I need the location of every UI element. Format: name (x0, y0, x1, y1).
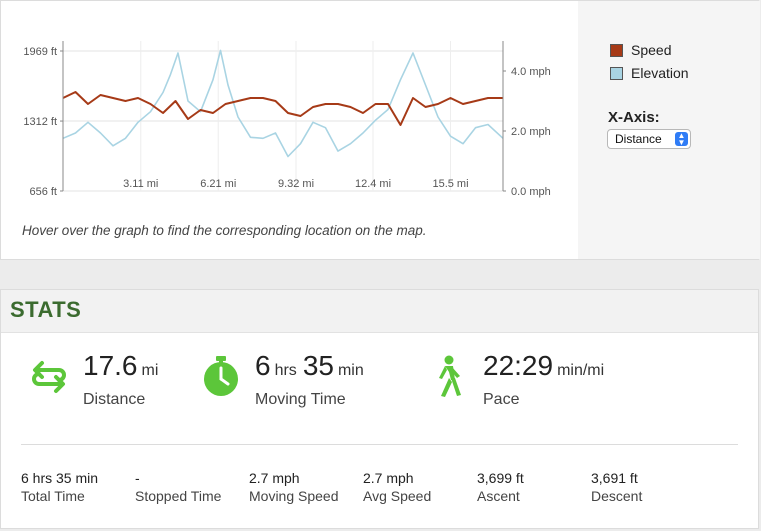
distance-value: 17.6 (83, 350, 138, 381)
y-right-tick-label: 0.0 mph (511, 186, 551, 198)
moving-hours: 6 (255, 350, 271, 381)
stats-title: STATS (1, 290, 758, 333)
stopwatch-icon (204, 356, 238, 396)
y-left-tick-label: 1969 ft (23, 46, 57, 58)
stats-card: STATS 17.6 mi Distance 6 hrs 35 min (0, 289, 759, 529)
legend-elevation-label: Elevation (631, 65, 689, 81)
total-time-stat: 6 hrs 35 min Total Time (21, 470, 98, 504)
select-arrows-icon: ▲ ▼ (675, 132, 688, 147)
pace-label: Pace (483, 391, 520, 408)
ascent-stat: 3,699 ft Ascent (477, 470, 524, 504)
moving-minutes-unit: min (337, 362, 364, 379)
graph-controls: Speed Elevation X-Axis: Distance ▲ ▼ (578, 1, 760, 259)
x-axis-select[interactable]: Distance ▲ ▼ (607, 129, 691, 149)
elevation-swatch-icon (610, 66, 623, 80)
y-right-tick-label: 4.0 mph (511, 66, 551, 78)
avg-speed-stat: 2.7 mph Avg Speed (363, 470, 431, 504)
avg-speed-label: Avg Speed (363, 488, 432, 504)
moving-time-stat: 6 hrs 35 min Moving Time (199, 350, 370, 409)
distance-stat: 17.6 mi Distance (27, 350, 164, 409)
stats-divider (21, 444, 738, 445)
route-arrows-icon (32, 361, 66, 393)
moving-speed-stat: 2.7 mph Moving Speed (249, 470, 339, 504)
x-tick-label: 6.21 mi (200, 178, 236, 190)
legend-speed-label: Speed (631, 42, 672, 58)
x-tick-label: 15.5 mi (432, 178, 468, 190)
moving-time-label: Moving Time (255, 391, 346, 408)
pace-unit: min/mi (557, 362, 605, 379)
pace-value: 22:29 (483, 350, 554, 381)
descent-stat: 3,691 ft Descent (591, 470, 642, 504)
legend-speed[interactable]: Speed (610, 42, 671, 58)
x-tick-label: 3.11 mi (123, 178, 158, 190)
ascent-value: 3,699 ft (477, 470, 524, 486)
ascent-label: Ascent (477, 488, 520, 504)
moving-hours-unit: hrs (274, 362, 297, 379)
elevation-speed-graph-card: 1969 ft 1312 ft 656 ft 4.0 mph 2.0 mph 0.0 mp… (0, 0, 760, 260)
moving-minutes: 35 (302, 350, 334, 381)
pace-stat: 22:29 min/mi Pace (427, 350, 610, 409)
x-tick-label: 9.32 mi (278, 178, 314, 190)
distance-unit: mi (141, 362, 159, 379)
total-time-value: 6 hrs 35 min (21, 470, 99, 486)
moving-speed-value: 2.7 mph (249, 470, 300, 486)
walking-person-icon (439, 355, 461, 397)
elevation-series-line (62, 49, 504, 158)
graph-hover-hint: Hover over the graph to find the corresp… (22, 223, 427, 238)
stopped-time-stat: - Stopped Time (135, 470, 221, 504)
descent-label: Descent (591, 488, 643, 504)
elevation-speed-chart[interactable]: 1969 ft 1312 ft 656 ft 4.0 mph 2.0 mph 0.0 mp… (1, 31, 561, 201)
stopped-time-value: - (135, 470, 140, 486)
distance-label: Distance (83, 391, 146, 408)
y-left-tick-label: 1312 ft (23, 116, 57, 128)
x-axis-selected-value: Distance (615, 132, 662, 146)
x-axis-label: X-Axis: (608, 109, 660, 126)
legend-elevation[interactable]: Elevation (610, 65, 689, 81)
y-right-tick-label: 2.0 mph (511, 126, 551, 138)
y-left-tick-label: 656 ft (29, 186, 57, 198)
descent-value: 3,691 ft (591, 470, 638, 486)
avg-speed-value: 2.7 mph (363, 470, 414, 486)
total-time-label: Total Time (21, 488, 85, 504)
speed-series-line (62, 91, 503, 126)
speed-swatch-icon (610, 43, 623, 57)
stopped-time-label: Stopped Time (135, 488, 222, 504)
moving-speed-label: Moving Speed (249, 488, 339, 504)
x-tick-label: 12.4 mi (355, 178, 391, 190)
